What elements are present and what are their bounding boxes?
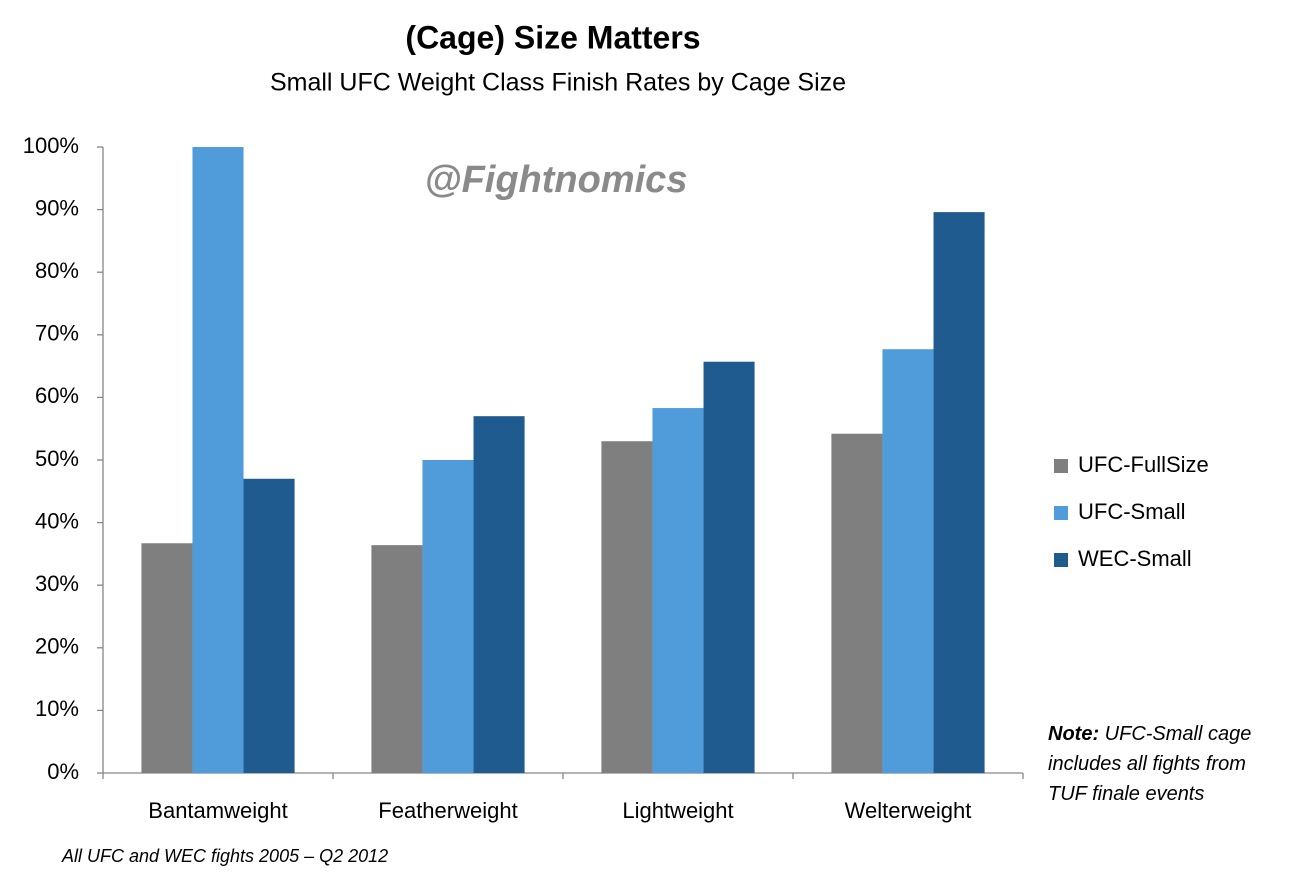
y-tick-label: 10% — [35, 696, 79, 721]
note-line: TUF finale events — [1048, 783, 1204, 805]
note-text: TUF finale events — [1048, 783, 1204, 805]
legend-label: UFC-FullSize — [1078, 452, 1209, 477]
bar — [652, 408, 704, 773]
legend-swatch — [1054, 459, 1068, 473]
chart-subtitle: Small UFC Weight Class Finish Rates by C… — [270, 69, 846, 97]
bar — [371, 545, 423, 773]
bar — [933, 212, 985, 773]
y-tick-label: 80% — [35, 258, 79, 283]
x-tick-label: Bantamweight — [148, 798, 287, 823]
legend-label: WEC-Small — [1078, 546, 1192, 571]
y-tick-label: 40% — [35, 508, 79, 533]
bar — [243, 478, 295, 773]
bar — [192, 147, 244, 773]
legend-label: UFC-Small — [1078, 499, 1186, 524]
footnote: All UFC and WEC fights 2005 – Q2 2012 — [61, 846, 388, 866]
y-tick-label: 50% — [35, 446, 79, 471]
note-text: includes all fights from — [1048, 753, 1246, 775]
bar — [831, 433, 883, 773]
y-tick-label: 30% — [35, 571, 79, 596]
note-line: includes all fights from — [1048, 753, 1246, 775]
x-tick-label: Welterweight — [845, 798, 972, 823]
bar — [601, 441, 653, 773]
note: Note: UFC-Small cage includes all fights … — [1048, 723, 1251, 805]
y-tick-label: 60% — [35, 383, 79, 408]
y-tick-label: 70% — [35, 321, 79, 346]
x-tick-label: Featherweight — [378, 798, 517, 823]
watermark: @Fightnomics — [425, 159, 688, 201]
note-line: Note: UFC-Small cage — [1048, 723, 1251, 745]
legend-swatch — [1054, 553, 1068, 567]
y-tick-label: 100% — [23, 133, 79, 158]
bar — [473, 416, 525, 773]
legend-swatch — [1054, 506, 1068, 520]
note-text: UFC-Small cage — [1105, 723, 1252, 745]
bar — [703, 361, 755, 773]
note-label: Note: — [1048, 723, 1099, 745]
bar — [141, 543, 193, 773]
bar — [882, 349, 934, 773]
x-tick-label: Lightweight — [622, 798, 733, 823]
y-tick-label: 90% — [35, 195, 79, 220]
y-tick-label: 20% — [35, 634, 79, 659]
chart-title: (Cage) Size Matters — [405, 19, 700, 55]
bar — [422, 460, 474, 773]
y-tick-label: 0% — [47, 759, 79, 784]
